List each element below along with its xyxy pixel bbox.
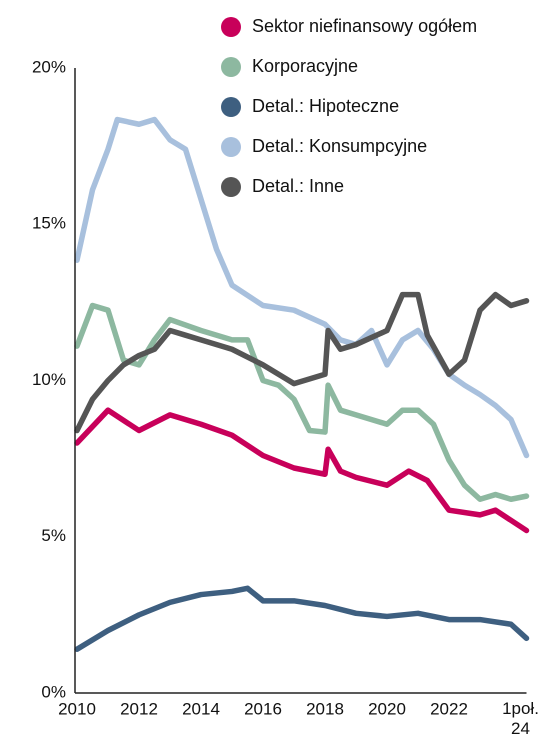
legend-marker	[221, 137, 241, 157]
x-tick-label: 2022	[430, 699, 468, 718]
y-tick-label: 10%	[32, 370, 66, 389]
x-tick-label: 2014	[182, 699, 220, 718]
legend-marker	[221, 57, 241, 77]
legend-label: Detal.: Hipoteczne	[252, 96, 399, 116]
x-tick-label: 2018	[306, 699, 344, 718]
series-line	[74, 291, 530, 434]
series-line	[74, 407, 530, 534]
y-tick-label: 20%	[32, 57, 66, 76]
y-tick-label: 5%	[41, 526, 66, 545]
series-line	[74, 116, 530, 459]
legend-label: Korporacyjne	[252, 56, 358, 76]
x-tick-label: 2020	[368, 699, 406, 718]
x-tick-label: 1poł. 24	[502, 699, 539, 738]
x-tick-label: 2012	[120, 699, 158, 718]
legend-marker	[221, 177, 241, 197]
y-tick-label: 15%	[32, 214, 66, 233]
x-tick-label: 2010	[58, 699, 96, 718]
legend-label: Detal.: Inne	[252, 176, 344, 196]
x-tick-label: 2016	[244, 699, 282, 718]
legend-label: Sektor niefinansowy ogółem	[252, 16, 477, 36]
legend-label: Detal.: Konsumpcyjne	[252, 136, 427, 156]
series-line	[74, 585, 530, 652]
legend-marker	[221, 97, 241, 117]
legend-marker	[221, 17, 241, 37]
y-tick-label: 0%	[41, 682, 66, 701]
